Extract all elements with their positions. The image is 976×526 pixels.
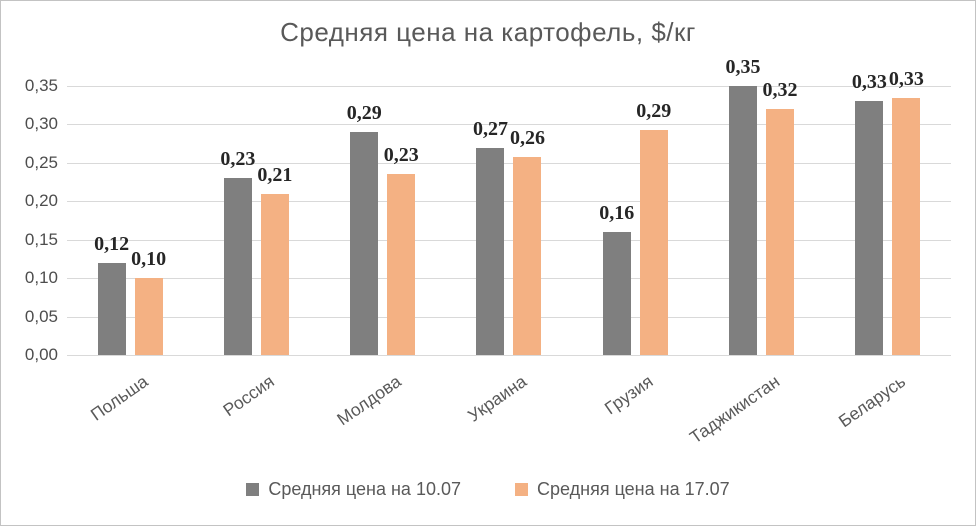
bar-group: 0,23 0,21 — [193, 86, 319, 355]
x-axis-label: Беларусь — [835, 371, 910, 432]
bar-series-1: 0,16 — [599, 202, 634, 355]
bar-series-2: 0,23 — [384, 144, 419, 355]
bar-group: 0,16 0,29 — [572, 86, 698, 355]
y-tick-label: 0,10 — [24, 268, 58, 288]
bar-series-1: 0,23 — [220, 148, 255, 355]
data-label: 0,29 — [636, 99, 672, 122]
gridline — [67, 86, 951, 87]
bar-group: 0,27 0,26 — [446, 86, 572, 355]
y-tick-label: 0,30 — [24, 114, 58, 134]
bar-series-2: 0,10 — [131, 248, 166, 355]
legend-item: Средняя цена на 17.07 — [515, 479, 730, 500]
legend-label: Средняя цена на 10.07 — [268, 479, 461, 499]
x-axis-label: Украина — [464, 371, 531, 426]
data-label: 0,32 — [762, 79, 798, 102]
bar-group: 0,29 0,23 — [320, 86, 446, 355]
data-label: 0,16 — [599, 202, 635, 224]
bar-series-2: 0,32 — [763, 79, 798, 355]
legend-swatch-icon — [515, 483, 528, 496]
bar-group: 0,12 0,10 — [67, 86, 193, 355]
x-axis-label: Россия — [219, 371, 278, 421]
gridline — [67, 316, 951, 318]
bar-series-2: 0,26 — [510, 127, 545, 355]
data-label: 0,26 — [509, 126, 545, 149]
legend-label: Средняя цена на 17.07 — [537, 479, 730, 499]
bar-series-1: 0,29 — [347, 102, 382, 355]
plot-area: 0,00 0,05 0,10 0,15 0,20 0,25 0,30 0,35 0,12 0,1… — [25, 56, 951, 447]
y-tick-label: 0,15 — [24, 229, 58, 249]
x-axis: Польша Россия Молдова Украина Грузия Таджикис… — [67, 355, 951, 465]
bar-series-1: 0,33 — [852, 71, 887, 355]
legend-item: Средняя цена на 10.07 — [246, 479, 461, 500]
data-label: 0,35 — [725, 56, 761, 78]
data-label: 0,23 — [220, 148, 256, 171]
x-axis-cell: Беларусь — [825, 355, 951, 465]
x-axis-cell: Грузия — [572, 355, 698, 465]
bar-groups: 0,12 0,10 0,23 0,21 0,29 0,23 0,27 0,26 0,16 0,29… — [67, 56, 951, 355]
bar-series-1: 0,35 — [726, 56, 761, 355]
data-label: 0,33 — [851, 71, 887, 94]
x-axis-label: Польша — [86, 371, 152, 425]
bar-series-2: 0,29 — [636, 100, 671, 355]
bar-series-2: 0,33 — [889, 68, 924, 355]
x-axis-cell: Таджикистан — [686, 355, 824, 465]
legend: Средняя цена на 10.07 Средняя цена на 17.… — [1, 479, 975, 500]
y-tick-label: 0,00 — [24, 345, 58, 364]
x-axis-cell: Молдова — [320, 355, 446, 465]
gridline — [67, 239, 951, 241]
y-tick-label: 0,20 — [24, 191, 58, 211]
gridline — [67, 124, 951, 126]
data-label: 0,21 — [257, 163, 293, 186]
gridline — [67, 162, 951, 164]
data-label: 0,23 — [383, 144, 419, 167]
chart-title: Средняя цена на картофель, $/кг — [280, 17, 696, 47]
data-label: 0,29 — [346, 102, 382, 125]
x-axis-cell: Польша — [67, 355, 193, 465]
legend-swatch-icon — [246, 483, 260, 496]
x-axis-cell: Украина — [446, 355, 572, 465]
bar-series-2: 0,21 — [257, 164, 292, 355]
x-axis-label: Таджикистан — [685, 371, 784, 448]
x-axis-cell: Россия — [193, 355, 319, 465]
x-axis-label: Молдова — [332, 371, 405, 430]
gridline — [67, 278, 951, 280]
bar-group: 0,33 0,33 — [825, 68, 951, 355]
bar-group: 0,35 0,32 — [698, 56, 824, 355]
data-label: 0,12 — [94, 232, 130, 255]
y-tick-label: 0,05 — [24, 306, 58, 326]
data-label: 0,10 — [131, 248, 167, 271]
bar-series-1: 0,27 — [473, 118, 508, 355]
data-label: 0,27 — [472, 117, 508, 140]
y-tick-label: 0,35 — [24, 76, 58, 95]
x-axis-label: Грузия — [600, 371, 657, 419]
gridline — [67, 201, 951, 203]
bar-series-1: 0,12 — [94, 233, 129, 355]
y-tick-label: 0,25 — [24, 152, 58, 172]
gridline — [67, 355, 951, 356]
data-label: 0,33 — [888, 68, 924, 91]
